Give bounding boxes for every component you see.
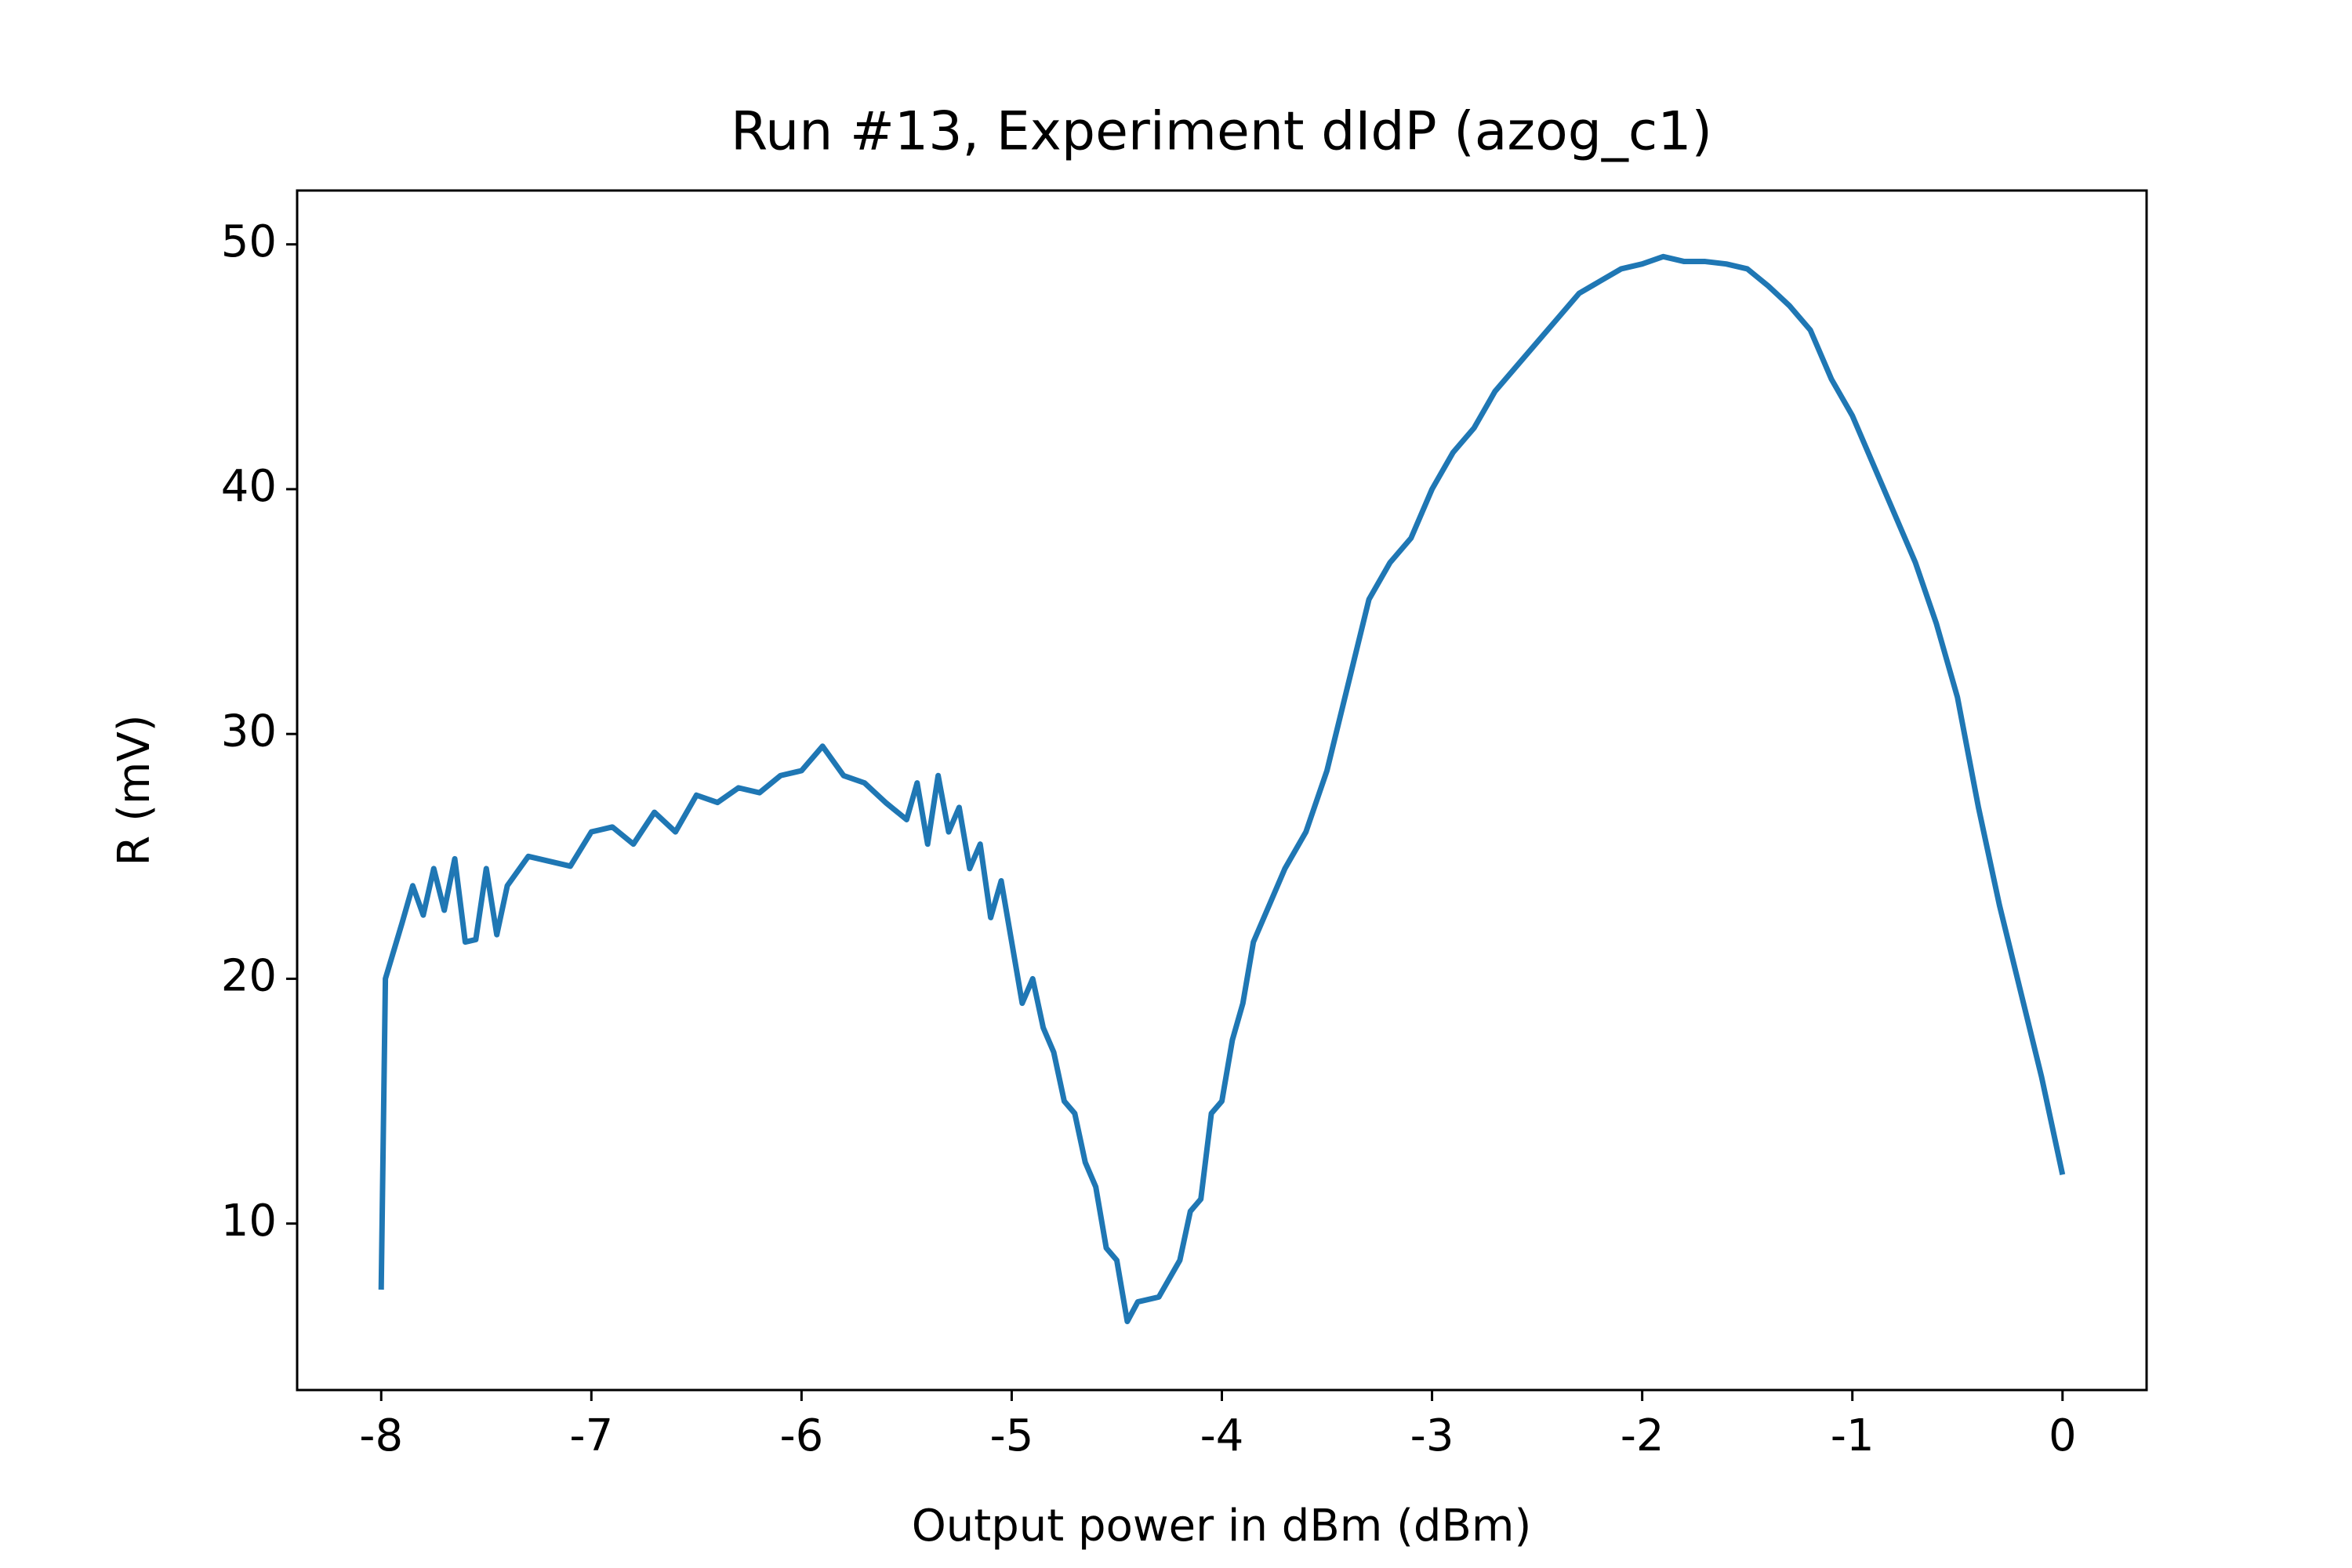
x-tick-label: -7: [569, 1410, 613, 1461]
x-tick-label: -6: [779, 1410, 823, 1461]
x-tick-label: -8: [359, 1410, 403, 1461]
y-tick-label: 10: [221, 1196, 277, 1247]
y-tick-label: 30: [221, 706, 277, 757]
x-tick-label: -1: [1831, 1410, 1875, 1461]
x-axis-label: Output power in dBm (dBm): [912, 1501, 1532, 1552]
x-tick-label: -2: [1621, 1410, 1664, 1461]
plot-frame: [296, 189, 2148, 1392]
x-tick-label: -3: [1410, 1410, 1454, 1461]
x-tick-label: -5: [990, 1410, 1034, 1461]
y-tick-label: 20: [221, 951, 277, 1002]
y-tick-label: 40: [221, 461, 277, 512]
y-axis-label: R (mV): [109, 714, 160, 866]
data-line: [378, 253, 2066, 1325]
x-tick-label: 0: [2049, 1410, 2077, 1461]
y-tick-label: 50: [221, 216, 277, 267]
x-tick-label: -4: [1200, 1410, 1244, 1461]
chart-title: Run #13, Experiment dIdP (azog_c1): [731, 101, 1712, 163]
